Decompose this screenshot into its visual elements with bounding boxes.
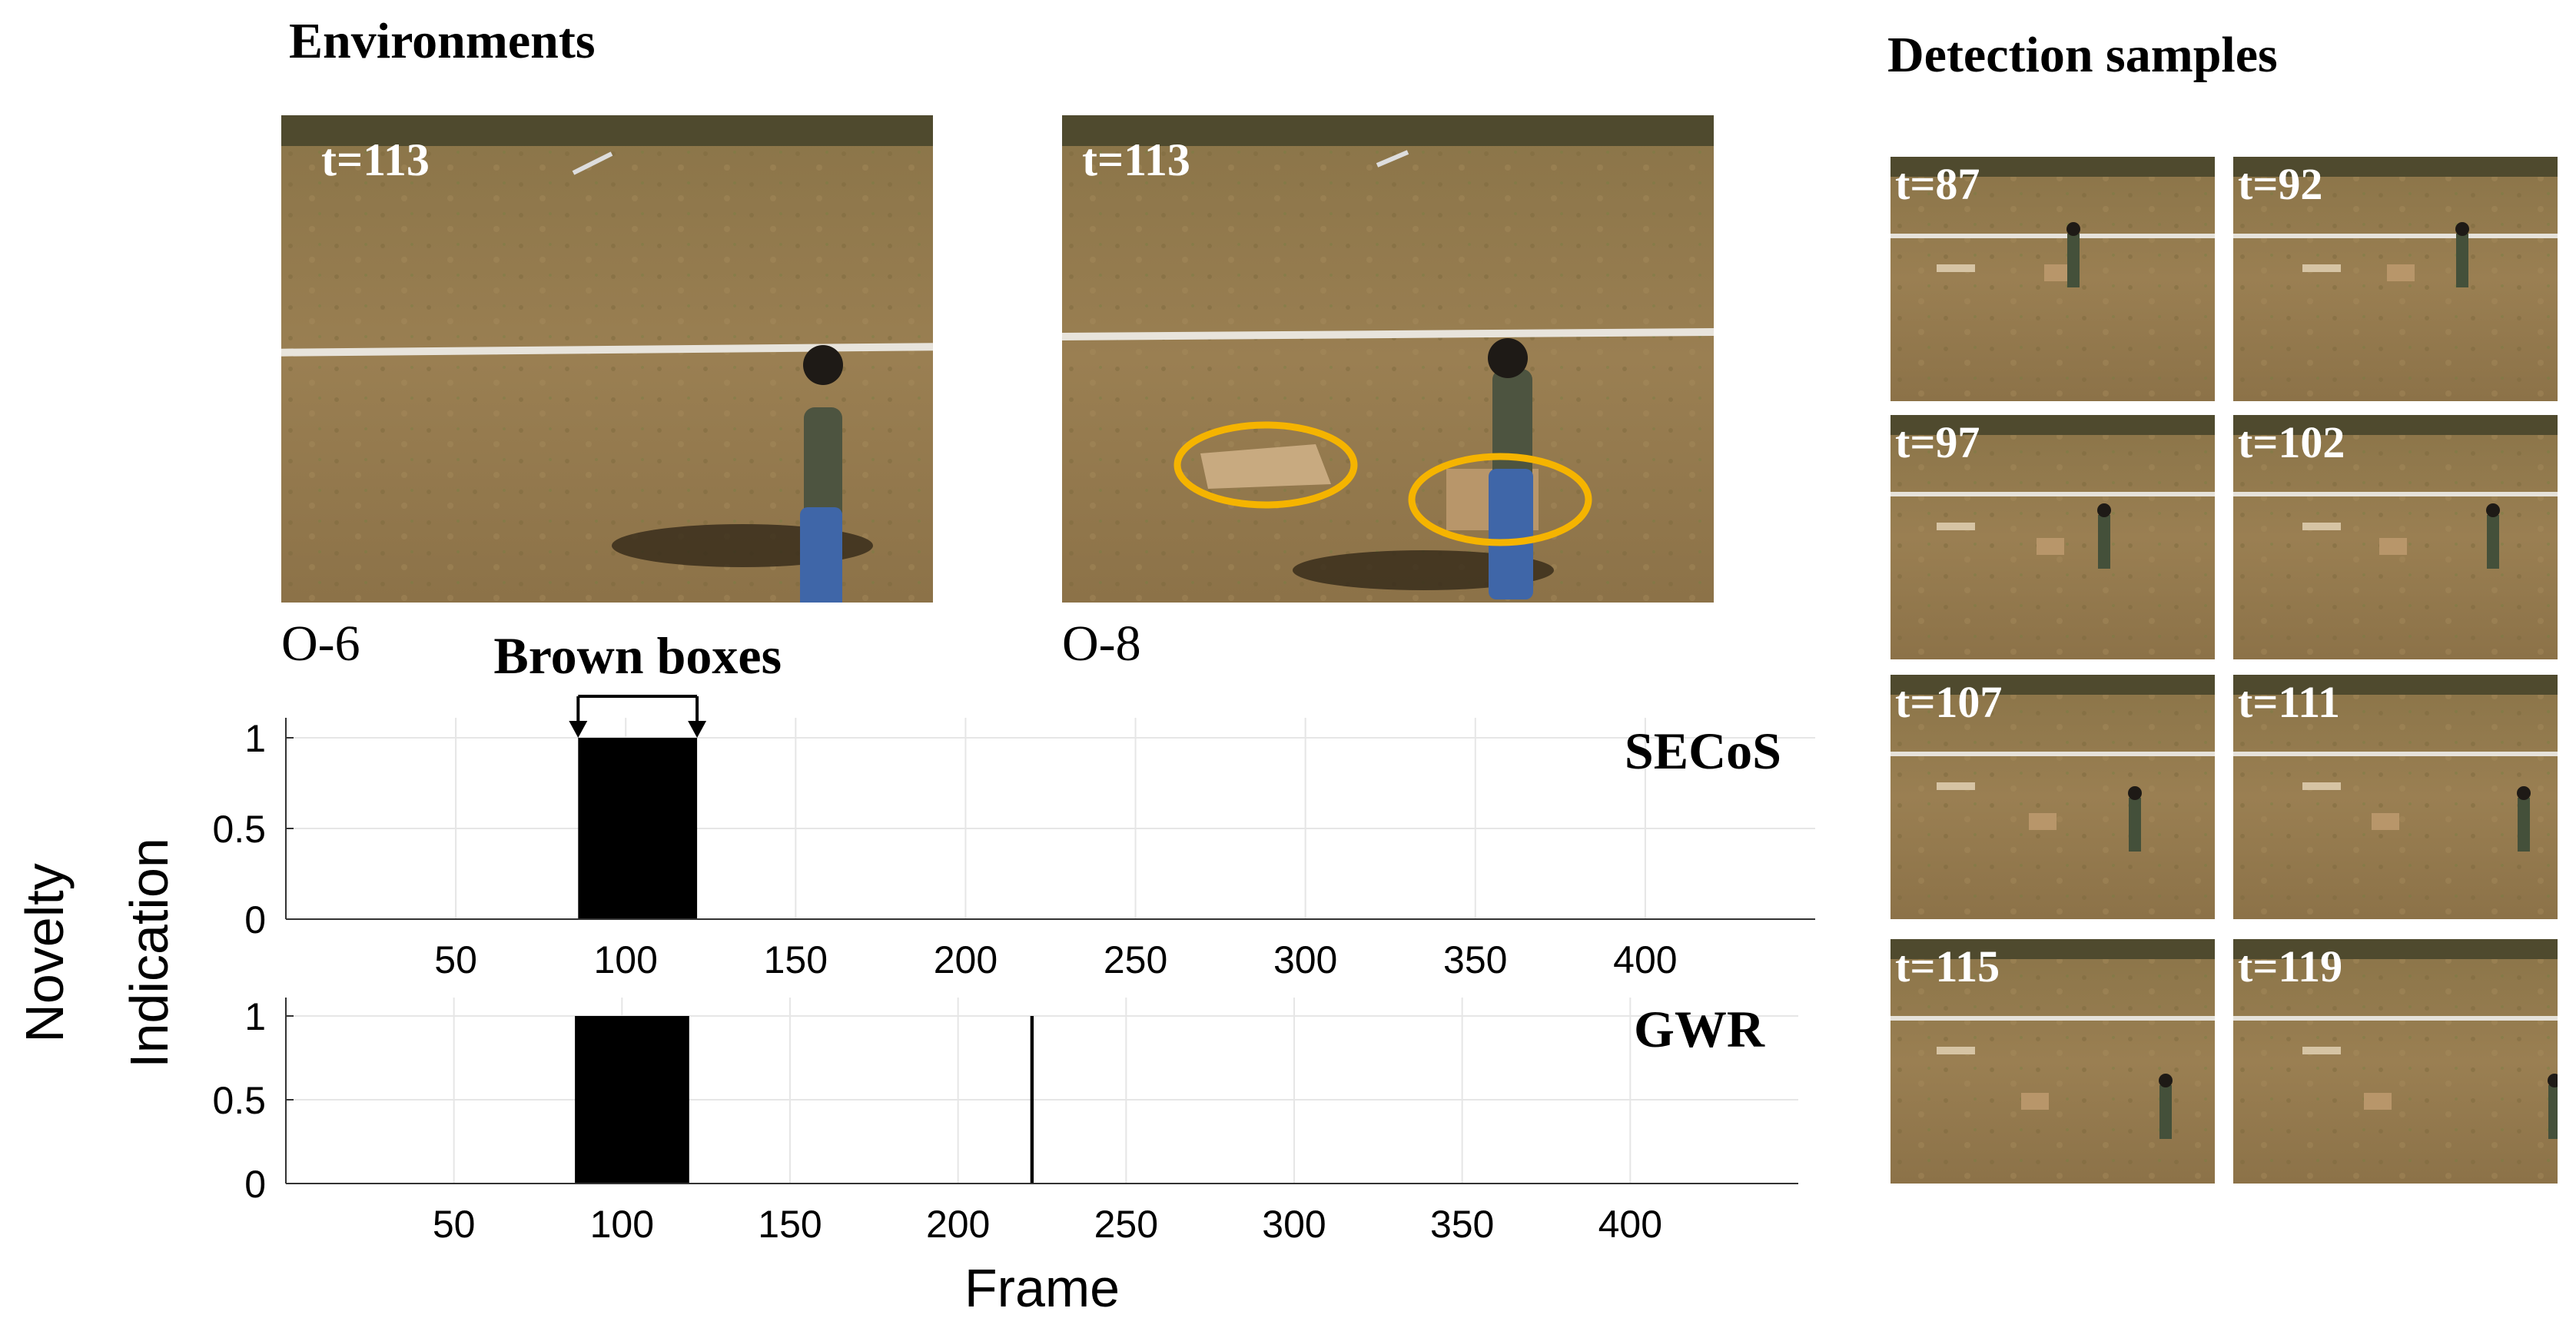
x-tick-label: 400: [1598, 1203, 1662, 1246]
environment-photo-o8: t=113: [1062, 115, 1714, 603]
x-tick-label: 300: [1262, 1203, 1326, 1246]
x-tick-label: 200: [934, 938, 998, 981]
annotation-arrowhead: [569, 721, 588, 738]
detection-sample-thumbnail: t=107: [1891, 675, 2215, 919]
x-tick-label: 350: [1443, 938, 1507, 981]
x-tick-label: 100: [594, 938, 658, 981]
time-label: t=111: [2238, 677, 2340, 727]
field-image: [1891, 675, 2215, 919]
detection-sample-thumbnail: t=97: [1891, 415, 2215, 659]
environment-photo-o6: t=113: [281, 115, 933, 603]
time-label: t=92: [2238, 159, 2323, 209]
field-image: [2233, 675, 2558, 919]
y-tick-label: 0.5: [212, 1079, 266, 1122]
x-tick-label: 50: [433, 1203, 476, 1246]
detection-sample-thumbnail: t=102: [2233, 415, 2558, 659]
y-tick-label: 0.5: [212, 808, 266, 851]
field-image: [1062, 115, 1714, 603]
environment-caption-o6: O-6: [281, 616, 360, 672]
time-label: t=97: [1895, 417, 1980, 467]
y-tick-label: 0: [244, 1163, 266, 1206]
x-tick-label: 100: [590, 1203, 654, 1246]
x-tick-label: 250: [1104, 938, 1167, 981]
field-image: [2233, 415, 2558, 659]
detection-sample-thumbnail: t=119: [2233, 939, 2558, 1184]
time-label: t=87: [1895, 159, 1980, 209]
time-label: t=102: [2238, 417, 2345, 467]
field-image: [281, 115, 933, 603]
annotation-arrowhead: [688, 721, 707, 738]
time-label: t=113: [1082, 134, 1190, 185]
highlight-ring: [1173, 421, 1358, 509]
environments-heading: Environments: [289, 13, 596, 69]
x-tick-label: 50: [434, 938, 477, 981]
highlight-ring: [1408, 453, 1592, 546]
field-image: [2233, 157, 2558, 401]
detection-sample-thumbnail: t=115: [1891, 939, 2215, 1184]
x-tick-label: 150: [758, 1203, 822, 1246]
x-tick-label: 350: [1430, 1203, 1494, 1246]
time-label: t=119: [2238, 941, 2343, 991]
detection-sample-thumbnail: t=87: [1891, 157, 2215, 401]
x-tick-label: 300: [1273, 938, 1337, 981]
novelty-bar: [578, 738, 698, 919]
time-label: t=107: [1895, 677, 2003, 727]
detection-sample-thumbnail: t=92: [2233, 157, 2558, 401]
novelty-bar: [1030, 1016, 1034, 1184]
field-image: [1891, 157, 2215, 401]
x-tick-label: 200: [926, 1203, 990, 1246]
annotation-label: Brown boxes: [493, 626, 782, 685]
x-axis-label: Frame: [964, 1258, 1120, 1318]
field-image: [1891, 415, 2215, 659]
chart-title: SECoS: [1625, 722, 1781, 780]
y-axis-label: Novelty: [15, 863, 75, 1042]
x-tick-label: 250: [1094, 1203, 1158, 1246]
x-tick-label: 400: [1613, 938, 1677, 981]
x-tick-label: 150: [764, 938, 828, 981]
y-axis-label: Indication: [119, 838, 179, 1068]
time-label: t=113: [321, 134, 430, 185]
detection-samples-heading: Detection samples: [1887, 27, 2278, 83]
detection-sample-thumbnail: t=111: [2233, 675, 2558, 919]
y-tick-label: 0: [244, 898, 266, 941]
environment-caption-o8: O-8: [1062, 616, 1141, 672]
y-tick-label: 1: [244, 995, 266, 1038]
time-label: t=115: [1895, 941, 2000, 991]
novelty-bar: [575, 1016, 689, 1184]
field-image: [1891, 939, 2215, 1184]
field-image: [2233, 939, 2558, 1184]
chart-title: GWR: [1634, 1000, 1765, 1058]
y-tick-label: 1: [244, 717, 266, 760]
